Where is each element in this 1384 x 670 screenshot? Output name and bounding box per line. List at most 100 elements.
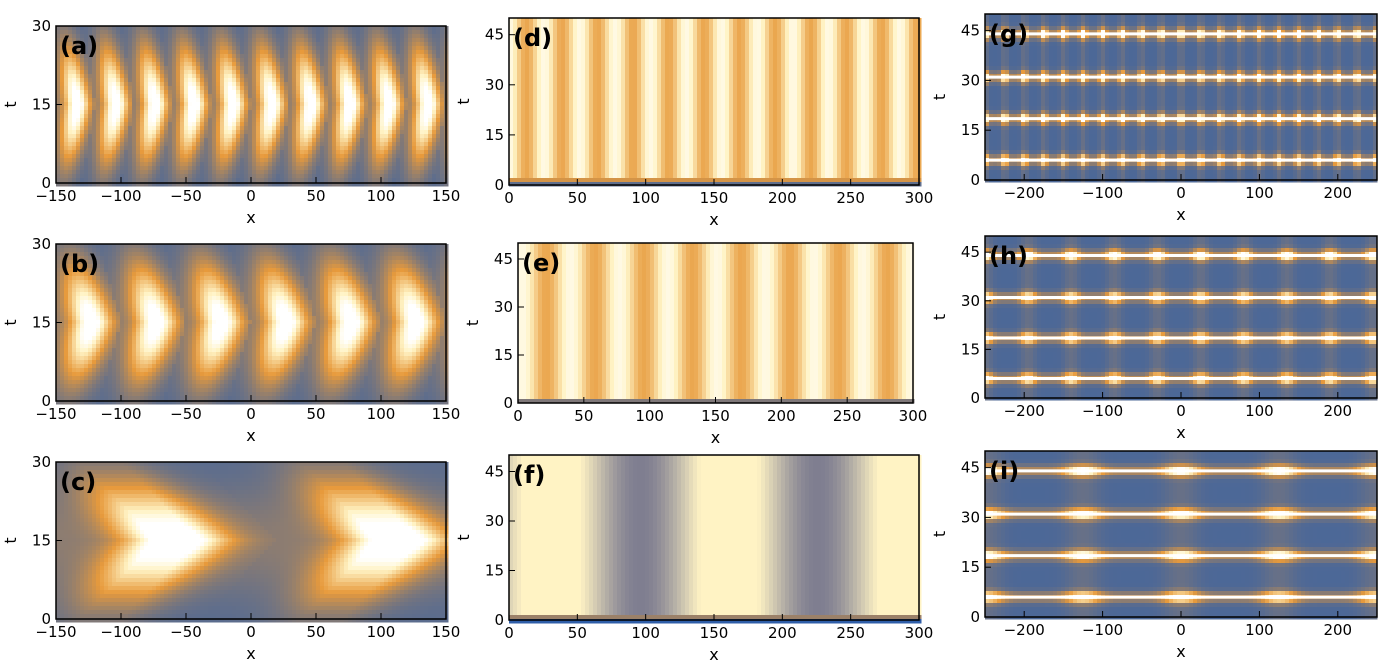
heatmap-cell	[144, 62, 149, 67]
heatmap-cell	[152, 50, 157, 55]
heatmap-cell	[208, 50, 213, 55]
heatmap-cell	[60, 62, 65, 67]
heatmap-cell	[360, 30, 365, 35]
heatmap-cell	[132, 42, 137, 47]
heatmap-cell	[244, 58, 249, 63]
heatmap-cell	[140, 38, 145, 43]
heatmap-cell	[432, 30, 437, 35]
heatmap-cell	[244, 46, 249, 51]
heatmap-cell	[116, 30, 121, 35]
heatmap-cell	[364, 30, 369, 35]
heatmap-cell	[264, 42, 269, 47]
heatmap-cell	[160, 42, 165, 47]
heatmap-cell	[256, 54, 261, 59]
heatmap-cell	[352, 54, 357, 59]
heatmap-cell	[300, 58, 305, 63]
heatmap-cell	[116, 50, 121, 55]
heatmap-cell	[168, 46, 173, 51]
heatmap-cell	[236, 42, 241, 47]
heatmap-cell	[120, 62, 125, 67]
heatmap-cell	[196, 70, 201, 75]
heatmap-cell	[436, 66, 441, 71]
heatmap-cell	[264, 74, 269, 79]
heatmap-cell	[280, 34, 285, 39]
heatmap-cell	[344, 58, 349, 63]
heatmap-cell	[404, 62, 409, 67]
heatmap-cell	[340, 54, 345, 59]
heatmap-cell	[368, 66, 373, 71]
heatmap-cell	[88, 66, 93, 71]
heatmap-cell	[140, 62, 145, 67]
heatmap-cell	[416, 46, 421, 51]
heatmap-cell	[356, 46, 361, 51]
heatmap-cell	[344, 62, 349, 67]
heatmap-cell	[204, 54, 209, 59]
heatmap-cell	[128, 62, 133, 67]
heatmap-cell	[348, 50, 353, 55]
heatmap-cell	[212, 66, 217, 71]
heatmap-cell	[340, 58, 345, 63]
heatmap-cell	[184, 46, 189, 51]
heatmap-cell	[412, 50, 417, 55]
heatmap-cell	[132, 50, 137, 55]
heatmap-cell	[260, 62, 265, 67]
heatmap-cell	[400, 66, 405, 71]
heatmap-cell	[248, 42, 253, 47]
heatmap-cell	[136, 42, 141, 47]
heatmap-cell	[268, 70, 273, 75]
heatmap-cell	[416, 42, 421, 47]
heatmap-cell	[172, 66, 177, 71]
heatmap-cell	[312, 34, 317, 39]
heatmap-cell	[288, 38, 293, 43]
heatmap-cell	[116, 58, 121, 63]
heatmap-cell	[128, 70, 133, 75]
heatmap-cell	[268, 38, 273, 43]
heatmap-cell	[136, 54, 141, 59]
heatmap-cell	[92, 62, 97, 67]
heatmap-cell	[420, 38, 425, 43]
heatmap-cell	[372, 30, 377, 35]
heatmap-cell	[128, 58, 133, 63]
heatmap-cell	[228, 66, 233, 71]
heatmap-cell	[88, 62, 93, 67]
heatmap-cell	[208, 74, 213, 79]
heatmap-cell	[284, 46, 289, 51]
heatmap-cell	[116, 38, 121, 43]
heatmap-cell	[308, 58, 313, 63]
heatmap-cell	[152, 74, 157, 79]
heatmap-cell	[332, 62, 337, 67]
heatmap-cell	[300, 62, 305, 67]
heatmap-cell	[100, 70, 105, 75]
heatmap-cell	[244, 62, 249, 67]
heatmap-cell	[312, 38, 317, 43]
heatmap-cell	[396, 34, 401, 39]
heatmap-cell	[256, 70, 261, 75]
heatmap-cell	[204, 66, 209, 71]
heatmap-cell	[180, 30, 185, 35]
heatmap-cell	[404, 70, 409, 75]
heatmap-cell	[432, 66, 437, 71]
heatmap-cell	[332, 54, 337, 59]
heatmap-cell	[400, 38, 405, 43]
heatmap-cell	[400, 46, 405, 51]
heatmap-cell	[332, 70, 337, 75]
heatmap-cell	[280, 58, 285, 63]
heatmap-cell	[372, 42, 377, 47]
heatmap-cell	[128, 50, 133, 55]
heatmap-cell	[268, 58, 273, 63]
heatmap-cell	[260, 42, 265, 47]
heatmap-cell	[216, 38, 221, 43]
heatmap-cell	[164, 66, 169, 71]
heatmap-cell	[176, 66, 181, 71]
heatmap-cell	[208, 30, 213, 35]
heatmap-cell	[376, 58, 381, 63]
heatmap-cell	[264, 66, 269, 71]
heatmap-cell	[72, 66, 77, 71]
heatmap-cell	[148, 54, 153, 59]
heatmap-cell	[344, 54, 349, 59]
heatmap-cell	[408, 42, 413, 47]
heatmap-cell	[240, 54, 245, 59]
heatmap-cell	[176, 62, 181, 67]
heatmap-cell	[288, 54, 293, 59]
heatmap-cell	[200, 42, 205, 47]
